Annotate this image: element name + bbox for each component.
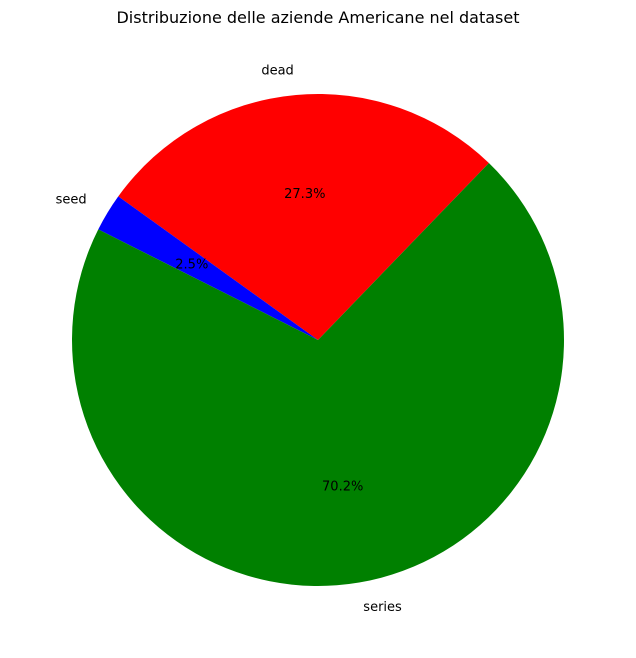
chart-title: Distribuzione delle aziende Americane ne… [116,8,519,27]
pie-slices [72,93,565,586]
pie-slice-dead [118,93,489,340]
slice-label-dead: dead [261,64,293,79]
slice-label-series: series [363,600,402,615]
pie-slice-series [72,163,565,586]
percent-label-dead: 27.3% [284,187,325,202]
slice-label-seed: seed [56,193,87,208]
percent-label-series: 70.2% [322,480,363,495]
pie-labels: dead 27.3% seed 2.5% series 70.2% [56,64,402,615]
pie-slice-seed [98,196,319,340]
percent-label-seed: 2.5% [175,258,208,273]
